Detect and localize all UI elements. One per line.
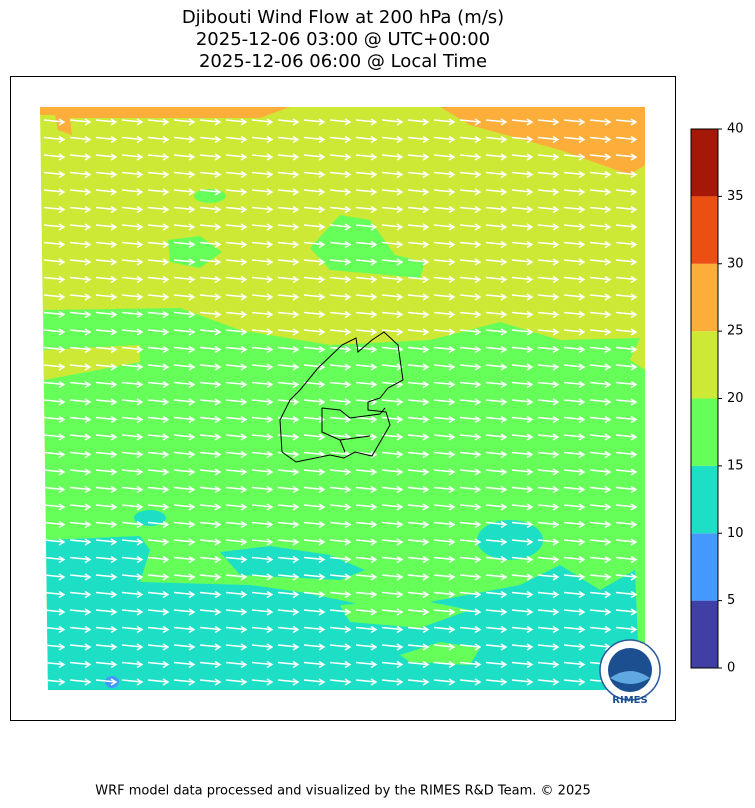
wind-arrow-row — [43, 345, 638, 354]
wind-arrow-row — [43, 363, 638, 371]
wind-arrow-row — [43, 590, 638, 599]
wind-arrow-row — [43, 170, 638, 179]
colorbar-bin — [691, 600, 718, 668]
colorbar-bin — [691, 129, 718, 197]
wind-arrow-row — [43, 538, 638, 546]
wind-arrow-row — [43, 608, 638, 616]
colorbar-tick-label: 10 — [727, 526, 744, 541]
colorbar-tick-label: 25 — [727, 324, 744, 339]
colorbar-bin — [691, 196, 718, 264]
colorbar-tick-label: 20 — [727, 391, 744, 406]
logo-text: RIMES — [612, 695, 647, 706]
wind-arrow-row — [43, 135, 638, 144]
wind-arrow-row — [43, 258, 638, 266]
wind-arrow-row — [43, 328, 638, 336]
field-region — [40, 107, 290, 135]
wind-arrow-row — [43, 380, 638, 389]
wind-arrow-row — [43, 573, 638, 581]
title-line: 2025-12-06 03:00 @ UTC+00:00 — [196, 29, 490, 50]
colorbar-tick-label: 40 — [727, 122, 744, 137]
wind-arrow-row — [43, 450, 638, 459]
wind-arrow-row — [43, 275, 638, 284]
colorbar-tick-label: 15 — [727, 458, 744, 473]
wind-arrow-row — [43, 398, 638, 406]
wind-arrow-row — [43, 205, 638, 214]
colorbar-bin — [691, 398, 718, 466]
wind-arrows — [43, 118, 638, 686]
wind-arrow-row — [43, 485, 638, 494]
colorbar-bin — [691, 331, 718, 399]
colorbar-tick-label: 5 — [727, 593, 735, 608]
wind-arrow-row — [43, 678, 638, 686]
wind-arrow-row — [43, 503, 638, 511]
wind-arrow-row — [43, 118, 638, 126]
wind-arrow-row — [43, 625, 638, 634]
logo-wave — [610, 671, 650, 684]
djibouti-border — [279, 331, 404, 463]
wind-arrow-row — [43, 468, 638, 476]
colorbar-bin — [691, 533, 718, 601]
field-region — [134, 510, 166, 526]
wind-arrow-row — [43, 153, 638, 161]
colorbar-bin — [691, 263, 718, 332]
colorbar-bin — [691, 465, 718, 534]
colorbar-tick-label: 35 — [727, 189, 744, 204]
wind-arrow-row — [43, 223, 638, 231]
field-region — [440, 107, 645, 175]
field-region — [400, 642, 480, 665]
wind-arrow-row — [43, 293, 638, 301]
logo-globe — [608, 648, 652, 692]
field-region — [340, 600, 470, 628]
wind-arrow-row — [43, 555, 638, 564]
field-region — [46, 536, 640, 690]
logo: RIMES — [599, 639, 661, 706]
wind-arrow-row — [43, 415, 638, 424]
title-line: Djibouti Wind Flow at 200 hPa (m/s) — [182, 7, 504, 28]
wind-arrow-row — [43, 240, 638, 249]
colorbar-tick-label: 30 — [727, 256, 744, 271]
wind-arrow-row — [43, 433, 638, 441]
wind-arrow-row — [43, 188, 638, 196]
wind-arrow-row — [43, 660, 638, 669]
wind-arrow-row — [43, 643, 638, 651]
wind-arrow-row — [43, 310, 638, 319]
footer: WRF model data processed and visualized … — [95, 784, 591, 799]
field-region — [477, 520, 543, 560]
title-line: 2025-12-06 06:00 @ Local Time — [199, 51, 487, 72]
colorbar-tick-label: 0 — [727, 661, 735, 676]
field-region — [220, 546, 365, 580]
wind-arrow-row — [43, 520, 638, 529]
colorbar: 0 5 10 15 20 25 30 35 40 — [690, 122, 744, 676]
map-frame — [10, 76, 676, 721]
field-region — [310, 215, 425, 278]
